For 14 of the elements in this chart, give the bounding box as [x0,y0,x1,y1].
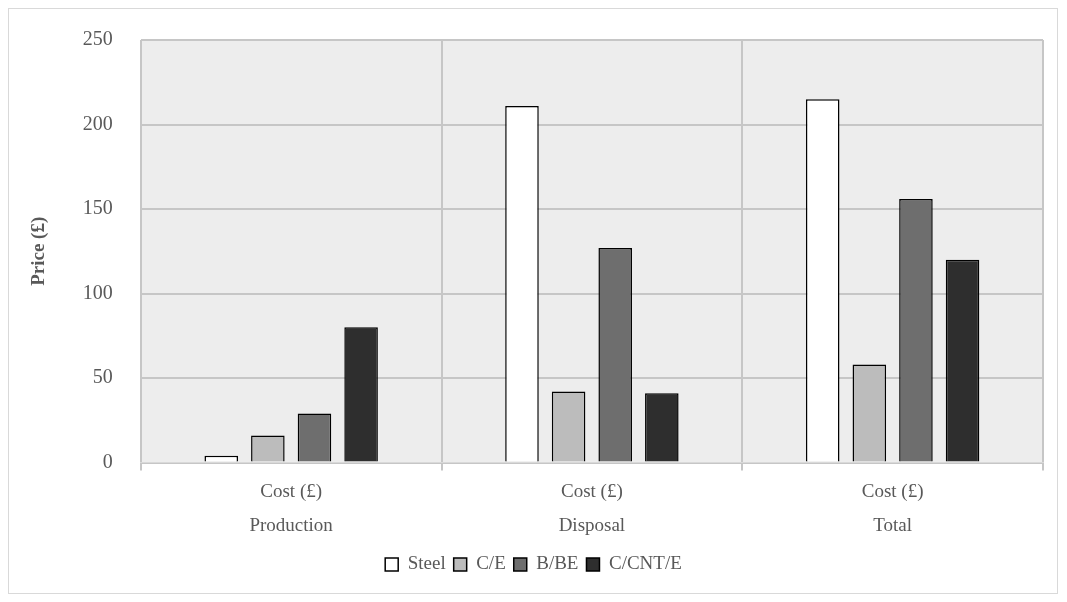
x-tick-label: Cost (£) Disposal [558,479,626,535]
legend-label: B/BE [536,552,579,574]
y-tick-label: 250 [82,27,113,50]
legend-label: C/CNT/E [608,552,682,574]
y-tick-label: 0 [102,449,113,472]
legend-label: Steel [407,552,446,574]
y-tick-label: 150 [82,196,113,219]
legend-label: C/E [476,552,506,574]
y-tick-label: 200 [82,111,113,134]
x-tick-label: Cost (£) Total [861,479,924,535]
y-tick-label: 50 [92,365,113,388]
y-tick-label: 100 [82,280,113,303]
y-axis-title: Price (£) [27,216,50,286]
x-tick-label: Cost (£) Production [249,479,334,535]
